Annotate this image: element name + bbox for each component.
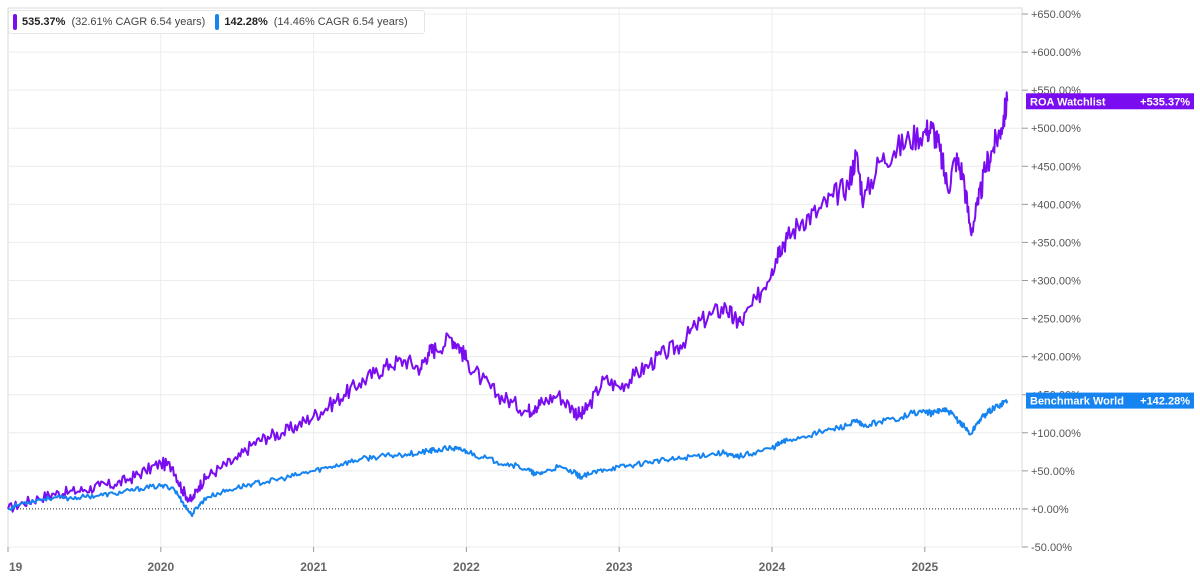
y-tick-label: +350.00% [1031,237,1081,249]
series-layer [7,91,1009,518]
y-tick-label: +0.00% [1031,504,1069,516]
legend-swatch-roa [13,14,17,30]
y-tick-label: -50.00% [1031,542,1072,554]
end-label-layer: ROA Watchlist +535.37% Benchmark World +142… [1026,93,1194,409]
end-label-name: Benchmark World [1030,396,1124,408]
y-tick-label: +300.00% [1031,276,1081,288]
end-label-benchmark-world: Benchmark World +142.28% [1026,392,1194,409]
x-tick-label: 19 [9,560,23,574]
y-tick-label: +50.00% [1031,466,1075,478]
series-line-roa-watchlist [7,91,1009,513]
y-tick-label: +600.00% [1031,47,1081,59]
end-label-roa-watchlist: ROA Watchlist +535.37% [1026,93,1194,110]
legend-item-roa[interactable]: 535.37% (32.61% CAGR 6.54 years) [13,14,205,30]
end-label-background [1026,392,1194,409]
end-label-value: +535.37% [1140,96,1190,108]
end-label-value: +142.28% [1140,396,1190,408]
x-tick-label: 2025 [911,560,938,574]
y-tick-label: +650.00% [1031,9,1081,21]
x-tick-label: 2022 [453,560,480,574]
legend-note-roa: (32.61% CAGR 6.54 years) [71,16,206,28]
legend-value-benchmark: 142.28% [224,16,268,28]
x-tick-label: 2021 [300,560,327,574]
end-label-background [1026,93,1194,110]
series-line-benchmark-world [7,399,1009,518]
y-tick-label: +200.00% [1031,352,1081,364]
legend-item-benchmark[interactable]: 142.28% (14.46% CAGR 6.54 years) [215,14,408,30]
legend-note-benchmark: (14.46% CAGR 6.54 years) [273,16,408,28]
x-tick-label: 2024 [759,560,786,574]
end-label-name: ROA Watchlist [1030,96,1106,108]
y-tick-label: +450.00% [1031,161,1081,173]
y-tick-label: +100.00% [1031,428,1081,440]
x-tick-label: 2023 [606,560,633,574]
legend: 535.37% (32.61% CAGR 6.54 years) 142.28%… [8,10,425,34]
x-tick-label: 2020 [147,560,174,574]
axis-layer: -50.00%+0.00%+50.00%+100.00%+150.00%+200… [7,9,1081,574]
y-tick-label: +500.00% [1031,123,1081,135]
legend-value-roa: 535.37% [22,16,66,28]
y-tick-label: +250.00% [1031,314,1081,326]
legend-swatch-benchmark [215,14,220,30]
y-tick-label: +400.00% [1031,199,1081,211]
